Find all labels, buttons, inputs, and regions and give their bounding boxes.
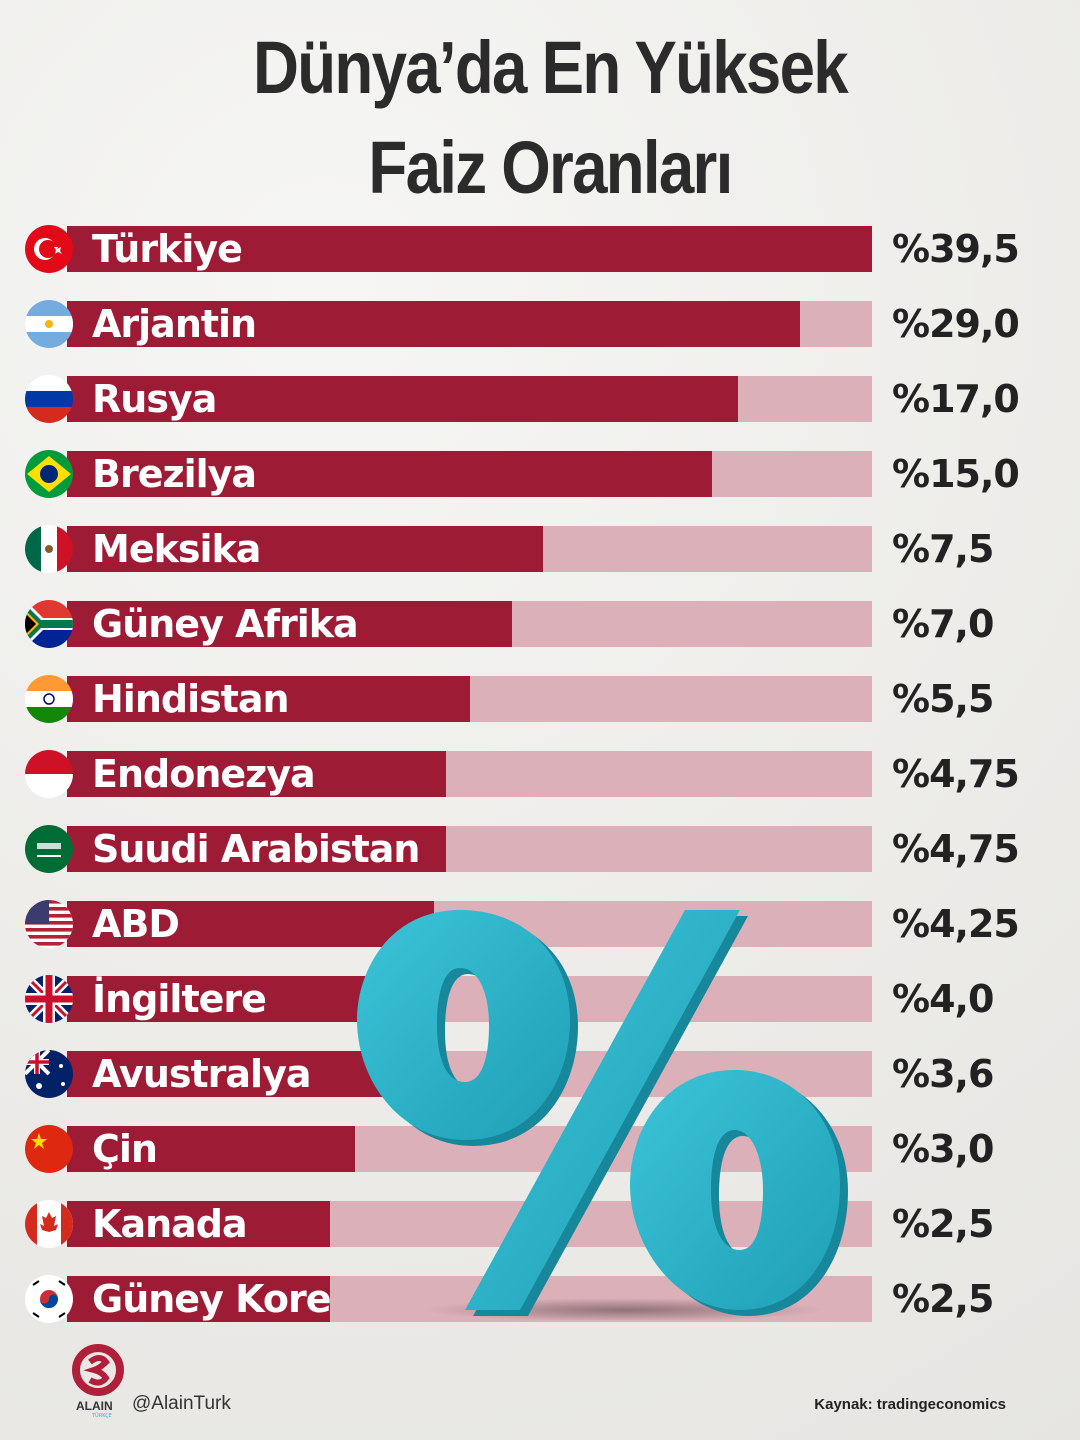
value-label: %3,0 — [892, 1127, 994, 1171]
bar-row: Hindistan %5,5 — [0, 675, 1080, 723]
percent-symbol-icon — [357, 910, 848, 1320]
country-label: Arjantin — [92, 302, 257, 346]
bar-fill — [67, 751, 447, 797]
bar-row: Endonezya %4,75 — [0, 750, 1080, 798]
bar-fill — [67, 376, 739, 422]
country-label: Brezilya — [92, 452, 257, 496]
bar-row: Türkiye %39,5 — [0, 225, 1080, 273]
flag-za-icon — [25, 600, 73, 648]
country-label: Rusya — [92, 377, 217, 421]
value-label: %39,5 — [892, 227, 1020, 271]
bar-row: Brezilya %15,0 — [0, 450, 1080, 498]
flag-ar-icon — [25, 300, 73, 348]
bar-row: Kanada %2,5 — [0, 1200, 1080, 1248]
bar-fill — [67, 1051, 406, 1097]
country-label: Güney Afrika — [92, 602, 359, 646]
country-label: ABD — [92, 902, 180, 946]
brand-sub: TÜRKÇE — [92, 1413, 112, 1419]
brand-name: ALAIN — [76, 1399, 113, 1413]
bar-row: Meksika %7,5 — [0, 525, 1080, 573]
country-label: İngiltere — [92, 977, 267, 1021]
bar-fill — [67, 826, 447, 872]
country-label: Endonezya — [92, 752, 316, 796]
flag-us-icon — [25, 900, 73, 948]
source-note: Kaynak: tradingeconomics — [814, 1396, 1006, 1413]
bar-fill — [67, 676, 471, 722]
bar-fill — [67, 1201, 331, 1247]
value-label: %2,5 — [892, 1202, 994, 1246]
bar-fill — [67, 1276, 331, 1322]
flag-gb-icon — [25, 975, 73, 1023]
flag-kr-icon — [25, 1275, 73, 1323]
value-label: %2,5 — [892, 1277, 994, 1321]
country-label: Meksika — [92, 527, 261, 571]
country-label: Suudi Arabistan — [92, 827, 420, 871]
alain-logo-icon — [72, 1344, 124, 1396]
bar-fill — [67, 526, 543, 572]
bar-track — [67, 301, 872, 347]
value-label: %17,0 — [892, 377, 1020, 421]
title-line-2: Faiz Oranları — [368, 126, 733, 209]
bar-track — [67, 226, 872, 272]
bar-row: Güney Afrika %7,0 — [0, 600, 1080, 648]
bar-row: İngiltere %4,0 — [0, 975, 1080, 1023]
flag-tr-icon — [25, 225, 73, 273]
bar-fill — [67, 301, 801, 347]
country-label: Türkiye — [92, 227, 243, 271]
bar-track — [67, 826, 872, 872]
bar-track — [67, 976, 872, 1022]
flag-mx-icon — [25, 525, 73, 573]
bar-track — [67, 601, 872, 647]
bar-row: Rusya %17,0 — [0, 375, 1080, 423]
flag-sa-icon — [25, 825, 73, 873]
bar-fill — [67, 226, 872, 272]
page-title: Dünya’da En Yüksek Faiz Oranları — [77, 18, 1023, 218]
bar-fill — [67, 901, 435, 947]
bar-row: Suudi Arabistan %4,75 — [0, 825, 1080, 873]
value-label: %7,0 — [892, 602, 994, 646]
value-label: %3,6 — [892, 1052, 994, 1096]
flag-br-icon — [25, 450, 73, 498]
flag-cn-icon — [25, 1125, 73, 1173]
country-label: Güney Kore — [92, 1277, 331, 1321]
bar-track — [67, 376, 872, 422]
bar-track — [67, 526, 872, 572]
country-label: Hindistan — [92, 677, 290, 721]
value-label: %15,0 — [892, 452, 1020, 496]
value-label: %4,75 — [892, 827, 1020, 871]
country-label: Kanada — [92, 1202, 248, 1246]
flag-in-icon — [25, 675, 73, 723]
value-label: %4,0 — [892, 977, 994, 1021]
bar-fill — [67, 451, 712, 497]
bar-track — [67, 676, 872, 722]
flag-ca-icon — [25, 1200, 73, 1248]
value-label: %4,75 — [892, 752, 1020, 796]
value-label: %5,5 — [892, 677, 994, 721]
value-label: %29,0 — [892, 302, 1020, 346]
bar-track — [67, 751, 872, 797]
social-handle: @AlainTurk — [132, 1393, 231, 1414]
bar-row: Arjantin %29,0 — [0, 300, 1080, 348]
flag-au-icon — [25, 1050, 73, 1098]
flag-id-icon — [25, 750, 73, 798]
value-label: %7,5 — [892, 527, 994, 571]
flag-ru-icon — [25, 375, 73, 423]
value-label: %4,25 — [892, 902, 1020, 946]
bar-fill — [67, 601, 513, 647]
bar-track — [67, 451, 872, 497]
bar-track — [67, 1201, 872, 1247]
bar-fill — [67, 1126, 356, 1172]
country-label: Çin — [92, 1127, 158, 1171]
title-line-1: Dünya’da En Yüksek — [253, 26, 849, 109]
country-label: Avustralya — [92, 1052, 311, 1096]
